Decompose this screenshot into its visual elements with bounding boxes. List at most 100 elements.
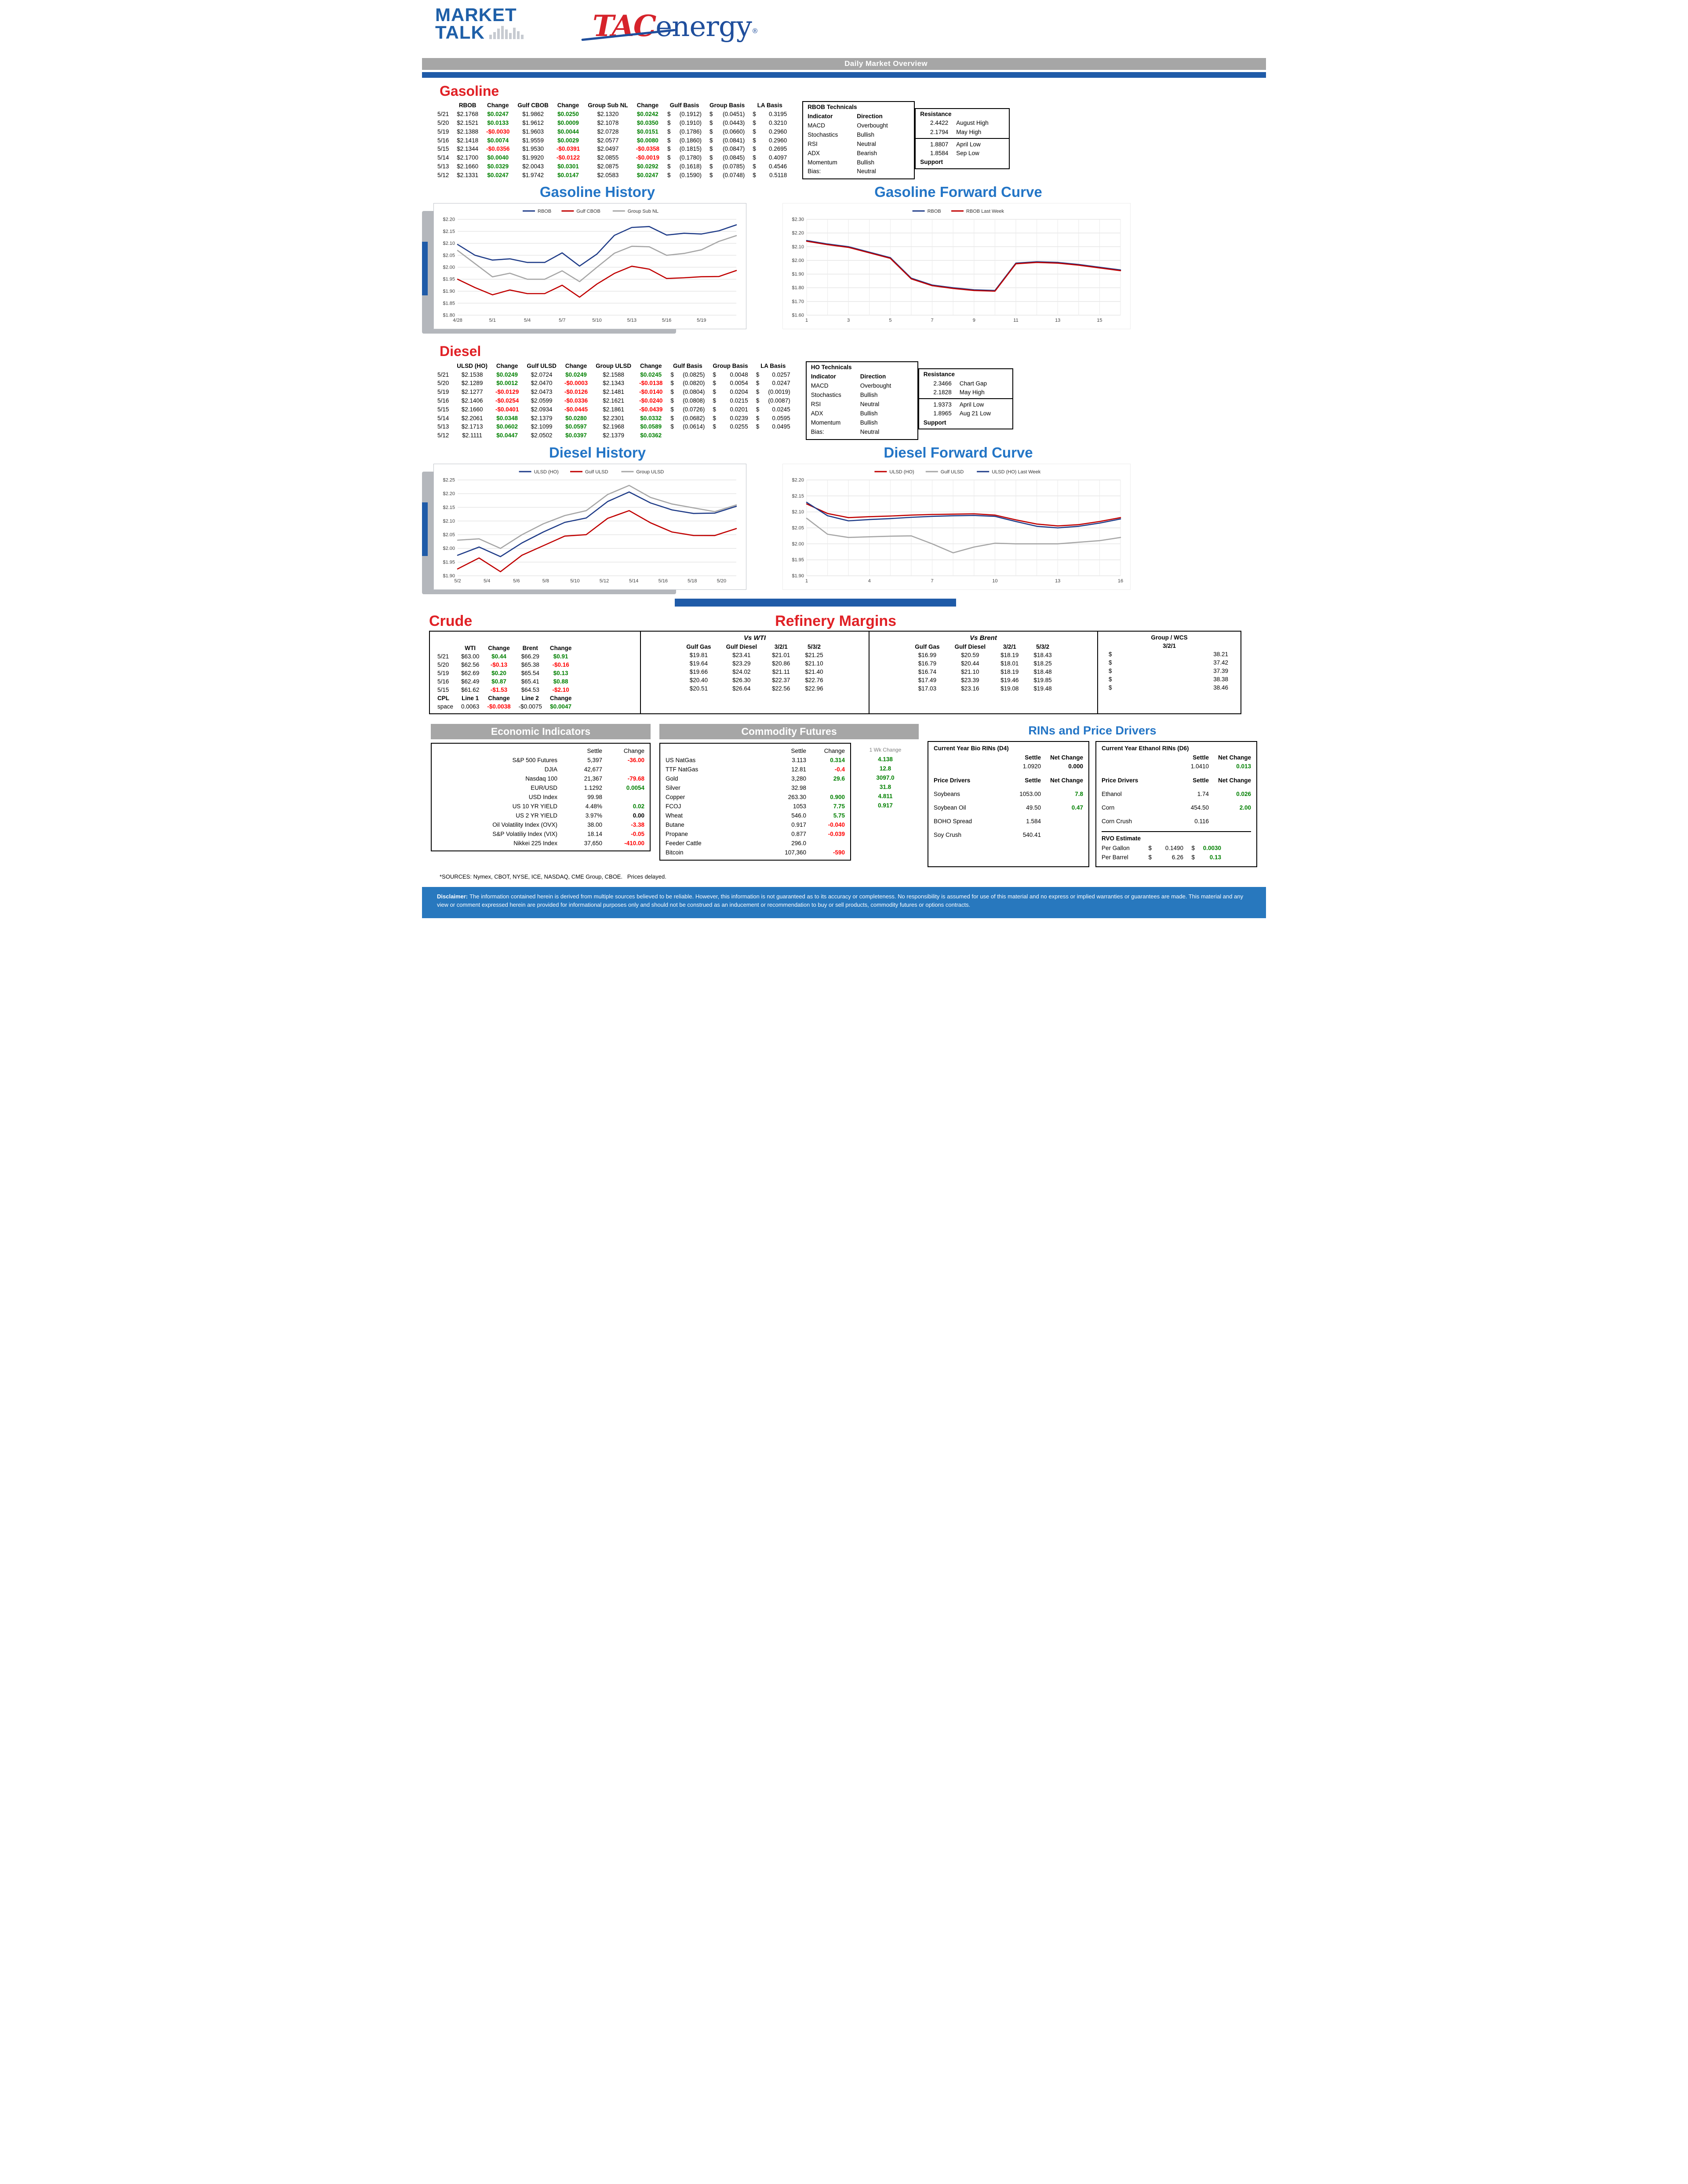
svg-text:7: 7 bbox=[931, 318, 934, 323]
svg-text:$1.90: $1.90 bbox=[443, 289, 455, 294]
level-row: 2.1828 May High bbox=[919, 388, 1012, 400]
cell: $0.0301 bbox=[557, 163, 579, 170]
cell: $18.19 bbox=[1000, 651, 1019, 658]
cell: $65.54 bbox=[521, 669, 539, 676]
gasoline-price-table: RBOB Change Gulf CBOB Change Group Sub NL Cha… bbox=[433, 101, 791, 179]
table-row: 5/12 $2.1111 $0.0447 $2.0502 $0.0397 $2.1379 $… bbox=[433, 431, 794, 440]
disclaimer-label: Disclaimer: bbox=[437, 893, 468, 900]
column-header: RBOB bbox=[458, 102, 477, 109]
cell: $ (0.0845) bbox=[709, 154, 745, 161]
cell: $1.9603 bbox=[522, 128, 544, 135]
svg-text:$2.00: $2.00 bbox=[792, 541, 804, 547]
cell: -$0.0439 bbox=[639, 406, 663, 413]
cell: $21.10 bbox=[805, 660, 823, 667]
one-week-change-column: 1 Wk Change 4.138 12.8 3097.0 31.8 4.811 0.917 bbox=[855, 743, 916, 861]
cell: $23.41 bbox=[732, 651, 751, 658]
technicals-row: ADX Bullish bbox=[811, 410, 878, 417]
cell: $0.0397 bbox=[565, 432, 587, 439]
cell: -$0.0038 bbox=[487, 703, 511, 710]
cell: $ (0.0451) bbox=[709, 111, 745, 118]
level-row: 1.8584 Sep Low bbox=[930, 150, 979, 156]
cell: $18.19 bbox=[1000, 668, 1019, 675]
level-row: 1.8965 Aug 21 Low bbox=[933, 410, 991, 417]
cell: 5/15 bbox=[437, 145, 449, 153]
cell: $21.25 bbox=[805, 651, 823, 658]
cell: Change bbox=[488, 694, 510, 701]
cell: -$0.0336 bbox=[564, 397, 588, 404]
header-row: ULSD (HO) Change Gulf ULSD Change Group ULSD… bbox=[433, 361, 794, 370]
cell: $2.0934 bbox=[531, 406, 553, 413]
registered-mark: ® bbox=[751, 27, 758, 35]
column-header: Gulf CBOB bbox=[517, 102, 549, 109]
column-header: Group ULSD bbox=[596, 362, 632, 369]
blue-divider-bar bbox=[675, 598, 956, 607]
column-header: Gulf Basis bbox=[673, 362, 702, 369]
table-row: 5/20 $2.1521 $0.0133 $1.9612 $0.0009 $2.1078 $… bbox=[433, 119, 791, 127]
driver-settle: 1.74 bbox=[1197, 790, 1209, 797]
svg-text:$2.20: $2.20 bbox=[443, 217, 455, 222]
group-wcs-title: Group / WCS bbox=[1151, 634, 1188, 641]
diesel-section: Diesel ULSD (HO) Change Gulf ULSD Change Gro… bbox=[422, 338, 1266, 440]
cell: $ (0.1780) bbox=[667, 154, 702, 161]
cell: $2.0470 bbox=[531, 380, 553, 387]
column-header: 3/2/1 bbox=[774, 643, 788, 650]
cell: $ (0.0785) bbox=[709, 163, 745, 170]
cell: $16.79 bbox=[918, 660, 937, 667]
table-row: $16.74 $21.10 $18.19 $18.48 bbox=[907, 668, 1059, 676]
table-row: 5/20 $62.56 -$0.13 $65.38 -$0.16 bbox=[433, 661, 575, 669]
table-row: 5/21 $2.1768 $0.0247 $1.9862 $0.0250 $2.1320 $… bbox=[433, 110, 791, 119]
cell: $0.0147 bbox=[557, 171, 579, 178]
cell: $0.0239 bbox=[713, 414, 748, 422]
commodity-settle: 0.877 bbox=[791, 830, 806, 837]
cell: -$0.0138 bbox=[639, 380, 663, 387]
cell: $0.2695 bbox=[753, 145, 787, 153]
svg-text:$2.10: $2.10 bbox=[792, 244, 804, 250]
cell: 0.0063 bbox=[461, 703, 480, 710]
svg-text:16: 16 bbox=[1118, 578, 1123, 584]
cell: $65.41 bbox=[521, 678, 539, 685]
column-header: Net Change bbox=[1050, 754, 1083, 761]
bottom-section: Economic Indicators Settle Change S&P 500 … bbox=[422, 720, 1266, 870]
table-row: 5/20 $2.1289 $0.0012 $2.0470 -$0.0003 $2.1343… bbox=[433, 379, 794, 388]
price-drivers-header: Price Drivers bbox=[1102, 777, 1139, 784]
driver-settle: 49.50 bbox=[1026, 804, 1041, 811]
cell: $ (0.1786) bbox=[667, 128, 702, 135]
svg-text:RBOB: RBOB bbox=[928, 209, 941, 214]
technicals-row: Stochastics Bullish bbox=[811, 392, 878, 399]
cell: $20.59 bbox=[961, 651, 979, 658]
svg-text:$2.00: $2.00 bbox=[443, 546, 455, 551]
column-header: Change bbox=[549, 644, 572, 651]
svg-text:5/12: 5/12 bbox=[600, 578, 609, 584]
commodity-label: FCOJ bbox=[666, 803, 681, 810]
cell: $22.96 bbox=[805, 685, 823, 692]
header-row: WTI Change Brent Change bbox=[433, 644, 575, 652]
wk-change-value: 0.917 bbox=[878, 802, 893, 809]
technicals-header-row: Indicator Direction bbox=[808, 113, 883, 120]
svg-text:4: 4 bbox=[868, 578, 871, 584]
commodity-label: Butane bbox=[666, 821, 684, 828]
diesel-technicals-area: HO Technicals Indicator Direction MACD Overb… bbox=[805, 361, 1013, 440]
svg-text:5/13: 5/13 bbox=[627, 318, 637, 323]
cell: $2.1481 bbox=[603, 389, 625, 396]
column-header: ULSD (HO) bbox=[457, 362, 488, 369]
cell: $19.85 bbox=[1033, 676, 1052, 683]
svg-text:RBOB: RBOB bbox=[538, 209, 551, 214]
cell: $62.49 bbox=[461, 678, 480, 685]
cell: $0.0332 bbox=[640, 414, 662, 422]
table-row: $19.81 $23.41 $21.01 $21.25 bbox=[679, 651, 830, 659]
cell: $0.0595 bbox=[756, 414, 790, 422]
cell: $ (0.1618) bbox=[667, 163, 702, 170]
cell: $0.20 bbox=[491, 669, 506, 676]
rin-settle: 1.0410 bbox=[1190, 763, 1209, 770]
svg-text:5/10: 5/10 bbox=[592, 318, 601, 323]
tacenergy-logo: TACenergy® bbox=[581, 9, 758, 43]
cell: 5/19 bbox=[437, 389, 449, 396]
diesel-forward-chart: $1.90 $1.95 $2.00 $2.05 $2.10 $2.15 $2.20 1 4 7 10… bbox=[792, 469, 1123, 584]
cell: $21.01 bbox=[772, 651, 790, 658]
wk-change-header: 1 Wk Change bbox=[869, 746, 902, 753]
gasoline-history-chart: $1.80 $1.85 $1.90 $1.95 $2.00 $2.05 $2.10 $2.15… bbox=[443, 209, 737, 323]
cell: $2.0583 bbox=[597, 171, 619, 178]
wk-change-value: 31.8 bbox=[879, 783, 891, 790]
column-header: 5/3/2 bbox=[808, 643, 821, 650]
indicator-settle: 5,397 bbox=[587, 756, 602, 763]
